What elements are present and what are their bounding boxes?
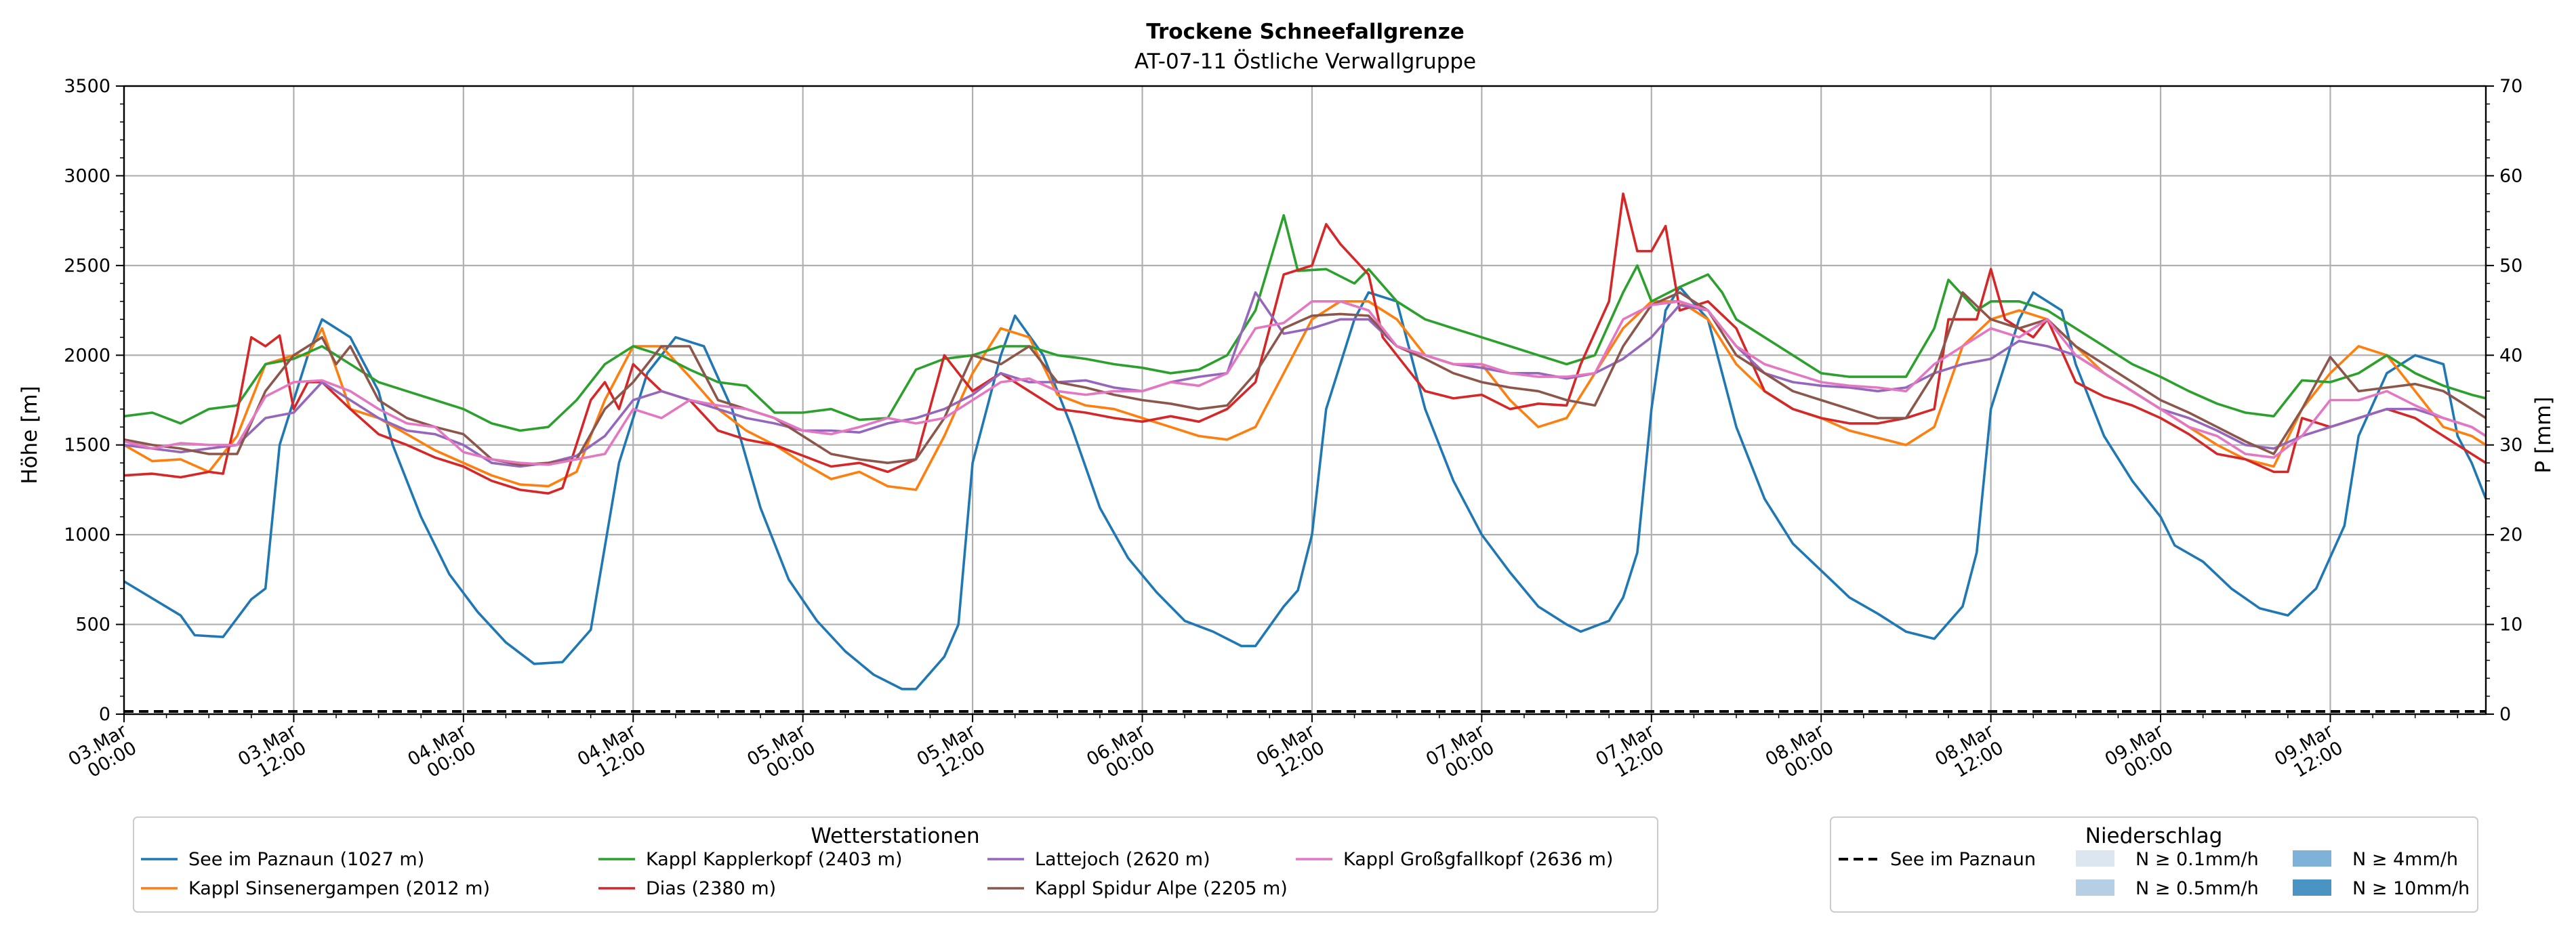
legend-precip-label: N ≥ 10mm/h [2352,878,2470,899]
legend-stations-box [133,816,1658,913]
legend-label: See im Paznaun (1027 m) [188,849,424,870]
y-tick-label: 3000 [64,165,110,186]
y-tick-label: 1500 [64,435,110,456]
chart-title: Trockene Schneefallgrenze [1146,20,1465,44]
y-right-tick-label: 70 [2499,76,2522,97]
y-tick-label: 2500 [64,255,110,276]
y-axis-right-label: P [mm] [2531,396,2556,473]
series-line-kappl-sinsenergampen [123,300,2487,491]
y-tick-label: 500 [75,615,110,636]
series-line-kappl-spidur-alpe [123,291,2487,466]
y-tick-label: 0 [99,704,110,725]
legend-label: Kappl Spidur Alpe (2205 m) [1035,878,1288,899]
y-right-tick-label: 40 [2499,345,2522,366]
legend-precip-label: N ≥ 0.5mm/h [2135,878,2259,899]
legend-stations: Wetterstationen See im Paznaun (1027 m) Ka… [133,816,1658,913]
legend-label: Kappl Kapplerkopf (2403 m) [646,849,903,870]
legend-precip-line-label: See im Paznaun [1890,849,2036,870]
series-line-kappl-kapplerkopf [123,213,2487,432]
legend-label: Dias (2380 m) [646,878,776,899]
y-right-tick-label: 60 [2499,165,2522,186]
legend-stations-title: Wetterstationen [811,824,979,848]
legend-label: Kappl Großgfallkopf (2636 m) [1343,849,1613,870]
legend-precip-label: N ≥ 0.1mm/h [2135,849,2259,870]
legend-precip-swatch [2293,850,2331,867]
legend-precip-swatch [2076,850,2114,867]
series-line-see-im-paznaun [123,285,2487,690]
y-right-tick-label: 20 [2499,524,2522,545]
legend-precip-swatch [2293,879,2331,896]
legend-precip-label: N ≥ 4mm/h [2352,849,2458,870]
legend-precip-swatch [2076,879,2114,896]
chart-subtitle: AT-07-11 Östliche Verwallgruppe [1134,49,1476,74]
series-line-kappl-großgfallkopf [123,300,2487,466]
y-tick-label: 1000 [64,524,110,545]
legend-label: Lattejoch (2620 m) [1035,849,1210,870]
y-right-tick-label: 10 [2499,615,2522,636]
y-right-tick-label: 30 [2499,435,2522,456]
legend-precip-title: Niederschlag [2085,824,2223,848]
series-line-dias [123,192,2487,495]
y-tick-label: 2000 [64,345,110,366]
y-right-tick-label: 50 [2499,255,2522,276]
y-tick-label: 3500 [64,76,110,97]
y-axis-label: Höhe [m] [18,386,42,484]
legend-precipitation: Niederschlag See im Paznaun N ≥ 0.1mm/h N ≥… [1830,816,2478,913]
y-right-tick-label: 0 [2499,704,2511,725]
grid-lines [123,85,2486,716]
plot-frame [123,85,2487,716]
series-group [123,192,2487,713]
axes: 0 0 500 10 1000 20 1500 30 2000 40 2500 50 3000 60 350… [64,76,2522,782]
legend-label: Kappl Sinsenergampen (2012 m) [188,878,490,899]
